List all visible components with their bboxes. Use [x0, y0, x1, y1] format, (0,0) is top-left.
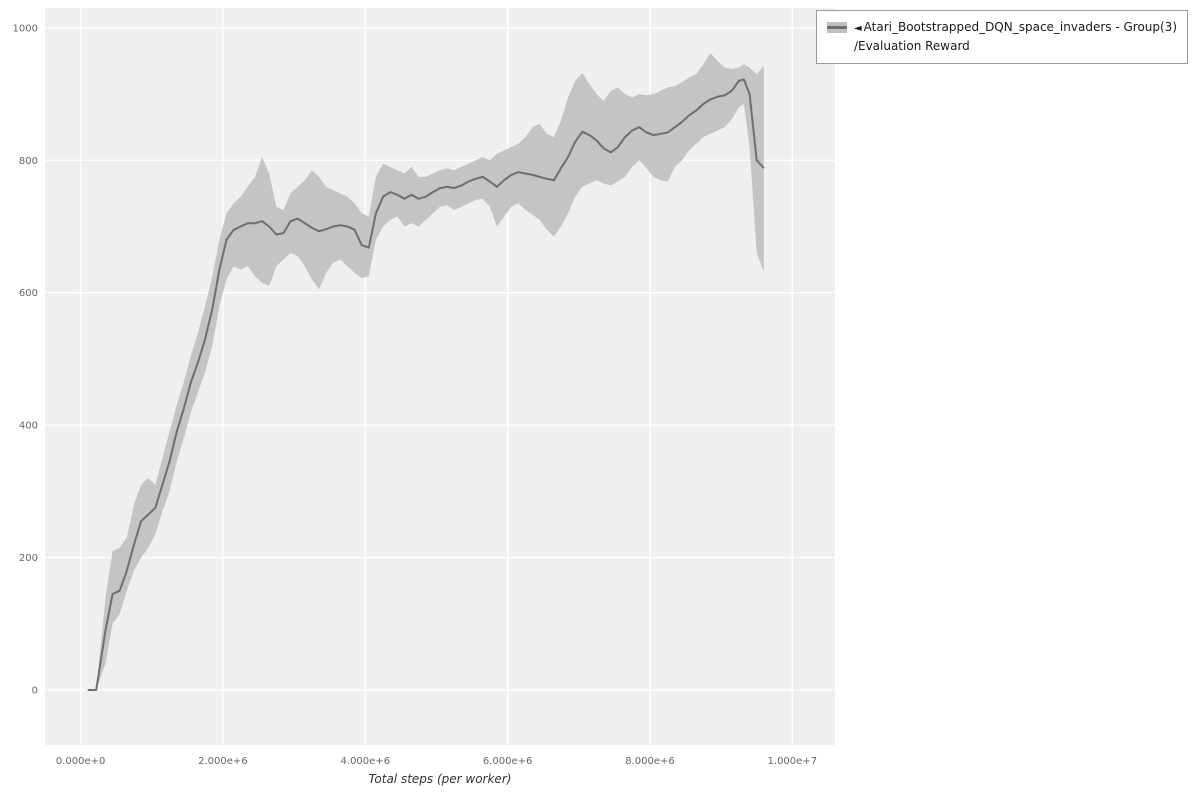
x-tick-label: 1.000e+7 — [768, 756, 818, 767]
stddev-band — [87, 53, 764, 690]
legend-series-name: Atari_Bootstrapped_DQN_space_invaders - … — [863, 20, 1177, 34]
y-tick-label: 600 — [19, 288, 38, 299]
legend[interactable]: ◄ Atari_Bootstrapped_DQN_space_invaders -… — [815, 10, 1188, 65]
x-tick-label: 2.000e+6 — [198, 756, 248, 767]
collapse-triangle-icon: ◄ — [853, 23, 862, 34]
legend-series-row: ◄ Atari_Bootstrapped_DQN_space_invaders -… — [854, 18, 1177, 37]
x-tick-label: 8.000e+6 — [625, 756, 675, 767]
x-axis-label: Total steps (per worker) — [368, 772, 512, 786]
y-tick-label: 0 — [32, 686, 38, 697]
x-tick-label: 0.000e+0 — [56, 756, 106, 767]
y-tick-label: 800 — [19, 156, 38, 167]
mean-line — [87, 78, 765, 691]
legend-label: ◄ Atari_Bootstrapped_DQN_space_invaders -… — [854, 18, 1177, 56]
x-tick-label: 4.000e+6 — [341, 756, 391, 767]
x-tick-label: 6.000e+6 — [483, 756, 533, 767]
series-line-marker-icon — [826, 22, 847, 33]
y-tick-label: 400 — [19, 421, 38, 432]
y-tick-label: 200 — [19, 553, 38, 564]
legend-metric-name: /Evaluation Reward — [853, 39, 970, 54]
y-tick-label: 1000 — [13, 23, 38, 34]
